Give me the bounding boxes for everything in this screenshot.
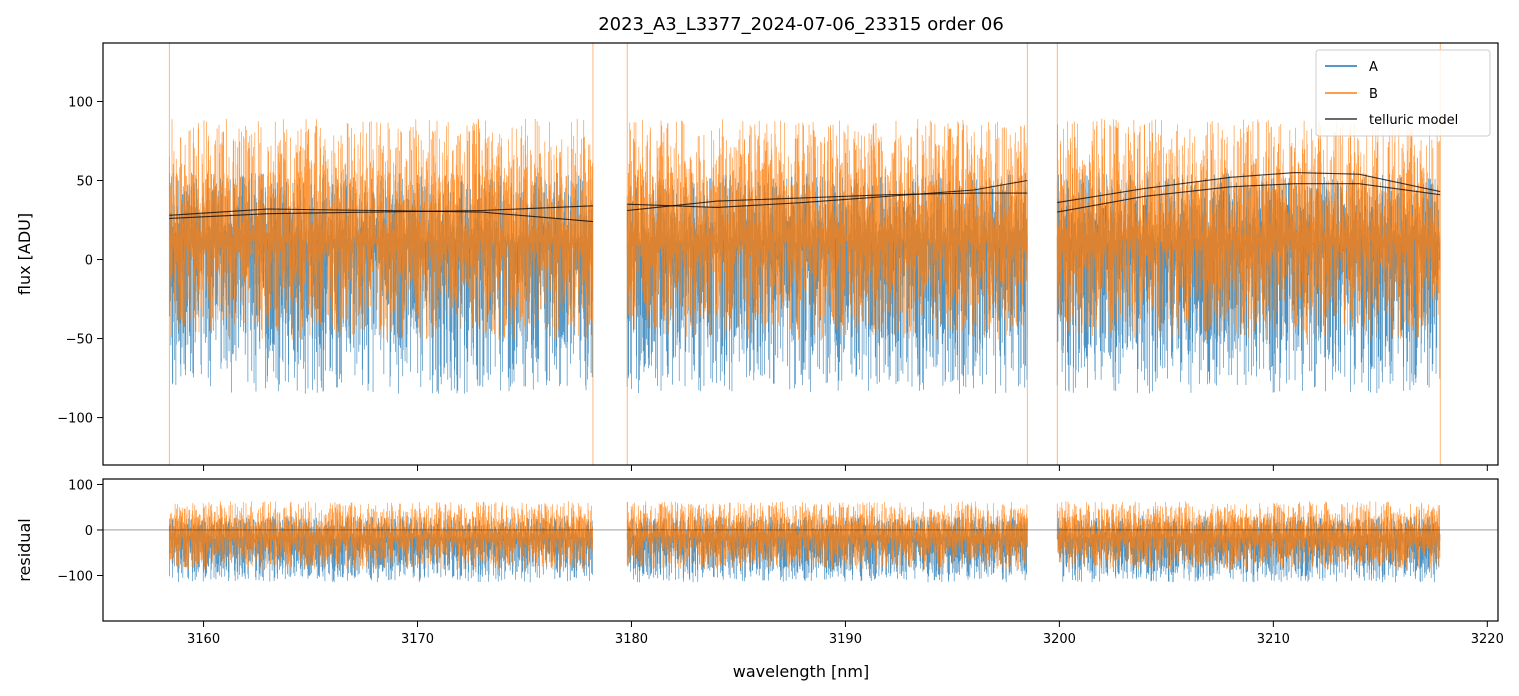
upper-ytick-label: 0 — [85, 254, 93, 269]
lower-series-b-segment-3 — [1056, 501, 1441, 570]
xtick-label: 3220 — [1471, 632, 1504, 647]
upper-y-axis-label: flux [ADU] — [15, 213, 34, 295]
lower-series-b-segment-2 — [626, 501, 1028, 570]
lower-ytick-label: −100 — [57, 569, 93, 584]
xtick-label: 3180 — [615, 632, 648, 647]
upper-panel-data — [168, 43, 1441, 465]
xtick-label: 3200 — [1043, 632, 1076, 647]
legend-box — [1315, 49, 1491, 137]
xtick-label: 3210 — [1257, 632, 1290, 647]
lower-y-axis: −100 0 100 — [57, 478, 103, 584]
telluric-model-curve-5 — [1057, 183, 1441, 213]
telluric-model-curve-3 — [627, 192, 1028, 212]
legend-label-b: B — [1369, 87, 1378, 102]
lower-ytick-label: 0 — [85, 524, 93, 539]
telluric-model-curve-4 — [627, 179, 1028, 208]
xtick-label: 3170 — [401, 632, 434, 647]
lower-series-b-segment-1 — [168, 501, 593, 570]
xtick-label: 3160 — [187, 632, 220, 647]
lower-panel-data — [103, 501, 1498, 583]
x-axis-label: wavelength [nm] — [733, 662, 870, 681]
lower-y-axis-label: residual — [15, 518, 34, 581]
legend-label-a: A — [1369, 60, 1378, 75]
upper-ytick-label: 50 — [76, 175, 93, 190]
legend: A B telluric model — [1315, 49, 1491, 137]
upper-panel-frame — [102, 42, 1499, 466]
xtick-label: 3190 — [829, 632, 862, 647]
legend-label-model: telluric model — [1369, 113, 1458, 128]
upper-ytick-label: −100 — [57, 412, 93, 427]
upper-ytick-label: −50 — [66, 333, 93, 348]
telluric-model-curve-6 — [1057, 172, 1441, 204]
telluric-model-curve-2 — [169, 208, 594, 223]
lower-panel-frame — [102, 478, 1499, 622]
upper-ytick-label: 100 — [68, 95, 93, 110]
upper-y-axis: −100 −50 0 50 100 — [57, 95, 103, 427]
telluric-model-curve-1 — [169, 205, 594, 219]
x-axis: 3160 3170 3180 3190 3200 3210 3220 — [187, 465, 1504, 647]
chart-title: 2023_A3_L3377_2024-07-06_23315 order 06 — [598, 14, 1004, 35]
lower-ytick-label: 100 — [68, 478, 93, 493]
